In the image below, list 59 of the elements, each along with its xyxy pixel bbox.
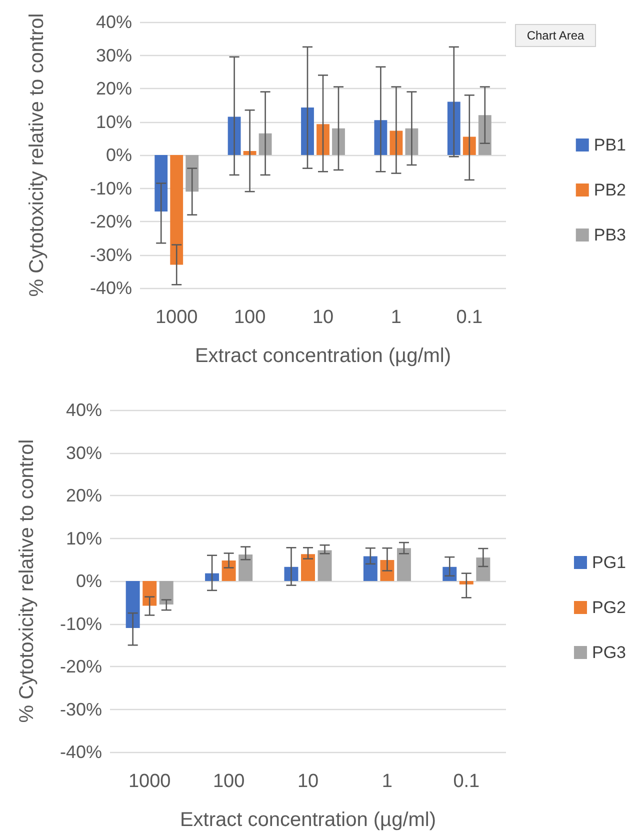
y-tick-label: -30% — [90, 244, 132, 265]
x-tick-label: 1 — [390, 307, 402, 328]
x-tick-label: 1000 — [155, 307, 198, 328]
bar — [170, 155, 184, 265]
y-tick-label: 0% — [76, 571, 102, 591]
bar — [301, 554, 315, 581]
bar — [462, 136, 476, 155]
y-tick-label: -20% — [60, 656, 102, 676]
y-axis-title: % Cytotoxicity relative to control — [26, 13, 48, 297]
x-tick-label: 0.1 — [456, 307, 483, 328]
legend-label: PB1 — [594, 136, 626, 154]
y-tick-label: 10% — [66, 528, 102, 548]
y-tick-label: -30% — [60, 699, 102, 720]
legend-label: PG2 — [592, 598, 626, 617]
y-tick-label: -20% — [90, 212, 132, 232]
legend-label: PB3 — [594, 226, 626, 244]
bar — [478, 115, 492, 155]
legend-label: PG1 — [592, 553, 626, 572]
x-tick-label: 1 — [382, 771, 392, 792]
y-tick-label: -10% — [90, 178, 132, 198]
legend-label: PG3 — [592, 643, 626, 662]
x-tick-label: 100 — [234, 307, 266, 328]
y-tick-label: 20% — [66, 486, 102, 506]
y-tick-label: 40% — [96, 12, 132, 32]
y-tick-label: 10% — [96, 112, 132, 132]
x-axis-title: Extract concentration (µg/ml) — [194, 345, 452, 367]
bar — [238, 554, 253, 581]
y-tick-label: 30% — [96, 45, 132, 66]
y-tick-label: 20% — [96, 78, 132, 98]
y-tick-label: 30% — [66, 442, 102, 463]
x-tick-label: 100 — [212, 771, 245, 792]
bar — [459, 581, 474, 584]
y-tick-label: -40% — [90, 278, 132, 298]
bar — [222, 560, 236, 581]
bar — [186, 155, 199, 192]
y-tick-label: 40% — [66, 400, 102, 420]
legend-label: PB2 — [594, 180, 626, 200]
bar — [126, 581, 140, 628]
y-tick-label: -40% — [60, 742, 102, 762]
x-axis-title: Extract concentration (µg/ml) — [180, 809, 436, 831]
bar — [316, 124, 330, 155]
bar — [154, 155, 168, 212]
x-tick-label: 1000 — [128, 771, 171, 792]
bar — [318, 550, 332, 581]
bar — [476, 557, 490, 581]
text: Chart Area — [526, 28, 584, 42]
y-axis-title: % Cytotoxicity relative to control — [16, 439, 38, 723]
y-tick-label: -10% — [60, 614, 102, 634]
bar — [205, 573, 220, 581]
bar — [332, 128, 345, 155]
x-tick-label: 10 — [312, 307, 334, 328]
x-tick-label: 10 — [297, 771, 319, 792]
y-tick-label: 0% — [106, 145, 132, 165]
bar — [301, 107, 314, 155]
x-tick-label: 0.1 — [453, 771, 480, 792]
bar — [363, 556, 378, 581]
bar — [159, 581, 174, 605]
bar — [396, 548, 411, 581]
bar — [142, 581, 157, 606]
